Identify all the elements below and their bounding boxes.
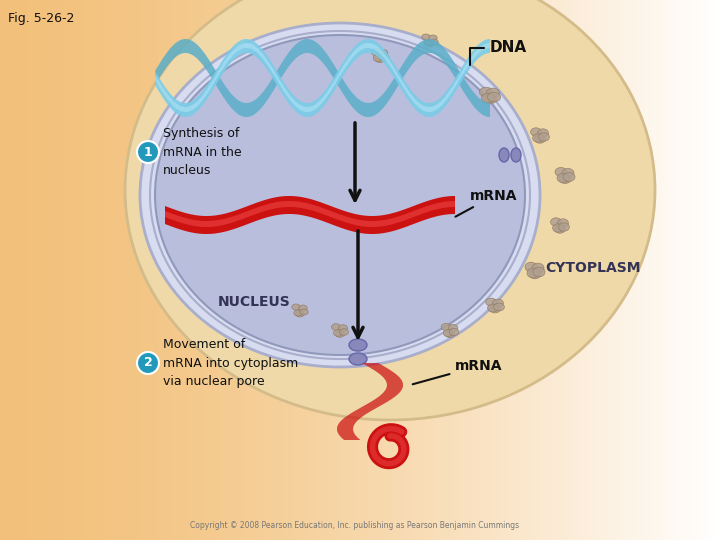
Ellipse shape <box>490 305 500 313</box>
Text: Synthesis of
mRNA in the
nucleus: Synthesis of mRNA in the nucleus <box>163 126 242 178</box>
Ellipse shape <box>529 269 541 279</box>
Ellipse shape <box>492 299 503 307</box>
Ellipse shape <box>485 298 496 306</box>
Circle shape <box>137 352 159 374</box>
Ellipse shape <box>533 134 544 142</box>
Ellipse shape <box>534 135 546 143</box>
Ellipse shape <box>140 23 540 367</box>
Ellipse shape <box>533 267 545 277</box>
Ellipse shape <box>444 329 453 336</box>
Ellipse shape <box>559 174 571 184</box>
Text: Fig. 5-26-2: Fig. 5-26-2 <box>8 12 74 25</box>
Ellipse shape <box>487 304 498 312</box>
Ellipse shape <box>445 330 455 338</box>
Ellipse shape <box>378 49 388 57</box>
Ellipse shape <box>336 330 344 338</box>
Text: CYTOPLASM: CYTOPLASM <box>545 261 641 275</box>
Ellipse shape <box>296 311 304 317</box>
Ellipse shape <box>375 56 384 63</box>
Ellipse shape <box>551 218 562 226</box>
Ellipse shape <box>441 323 451 330</box>
Ellipse shape <box>429 35 437 41</box>
Ellipse shape <box>340 329 348 335</box>
Ellipse shape <box>487 88 500 98</box>
Text: Copyright © 2008 Pearson Education, Inc. publishing as Pearson Benjamin Cummings: Copyright © 2008 Pearson Education, Inc.… <box>190 521 520 530</box>
Ellipse shape <box>448 325 458 332</box>
Text: 1: 1 <box>143 145 153 159</box>
Ellipse shape <box>150 31 530 359</box>
Ellipse shape <box>562 168 574 178</box>
Ellipse shape <box>292 304 300 310</box>
Ellipse shape <box>559 223 570 231</box>
Ellipse shape <box>563 172 575 181</box>
Ellipse shape <box>539 133 549 141</box>
Ellipse shape <box>294 310 302 316</box>
Ellipse shape <box>483 94 497 104</box>
Ellipse shape <box>155 35 525 355</box>
Ellipse shape <box>531 128 541 136</box>
Ellipse shape <box>424 40 432 46</box>
Ellipse shape <box>487 92 500 102</box>
Circle shape <box>137 141 159 163</box>
Ellipse shape <box>349 353 367 365</box>
Ellipse shape <box>426 41 434 47</box>
Ellipse shape <box>482 93 495 103</box>
Ellipse shape <box>532 263 544 273</box>
Ellipse shape <box>480 87 492 97</box>
Ellipse shape <box>333 330 343 336</box>
Ellipse shape <box>379 53 389 60</box>
Ellipse shape <box>430 39 438 45</box>
Ellipse shape <box>554 225 565 233</box>
Text: mRNA: mRNA <box>456 189 518 217</box>
Ellipse shape <box>373 55 383 62</box>
Ellipse shape <box>299 305 307 311</box>
Ellipse shape <box>527 268 539 278</box>
Text: DNA: DNA <box>470 40 527 65</box>
Ellipse shape <box>125 0 655 420</box>
Ellipse shape <box>557 173 569 183</box>
Ellipse shape <box>557 219 568 227</box>
Ellipse shape <box>300 309 308 315</box>
Ellipse shape <box>331 323 341 330</box>
Ellipse shape <box>449 328 459 335</box>
Text: mRNA: mRNA <box>413 359 503 384</box>
Ellipse shape <box>555 167 567 177</box>
Ellipse shape <box>525 262 537 272</box>
Text: Movement of
mRNA into cytoplasm
via nuclear pore: Movement of mRNA into cytoplasm via nucl… <box>163 338 298 388</box>
Ellipse shape <box>338 325 348 332</box>
Ellipse shape <box>422 34 431 40</box>
Ellipse shape <box>553 224 563 232</box>
Ellipse shape <box>511 148 521 162</box>
Ellipse shape <box>349 339 367 351</box>
Ellipse shape <box>372 49 381 56</box>
Text: 2: 2 <box>143 356 153 369</box>
Ellipse shape <box>494 303 505 311</box>
Text: NUCLEUS: NUCLEUS <box>218 295 291 309</box>
Ellipse shape <box>499 148 509 162</box>
Ellipse shape <box>538 129 549 137</box>
